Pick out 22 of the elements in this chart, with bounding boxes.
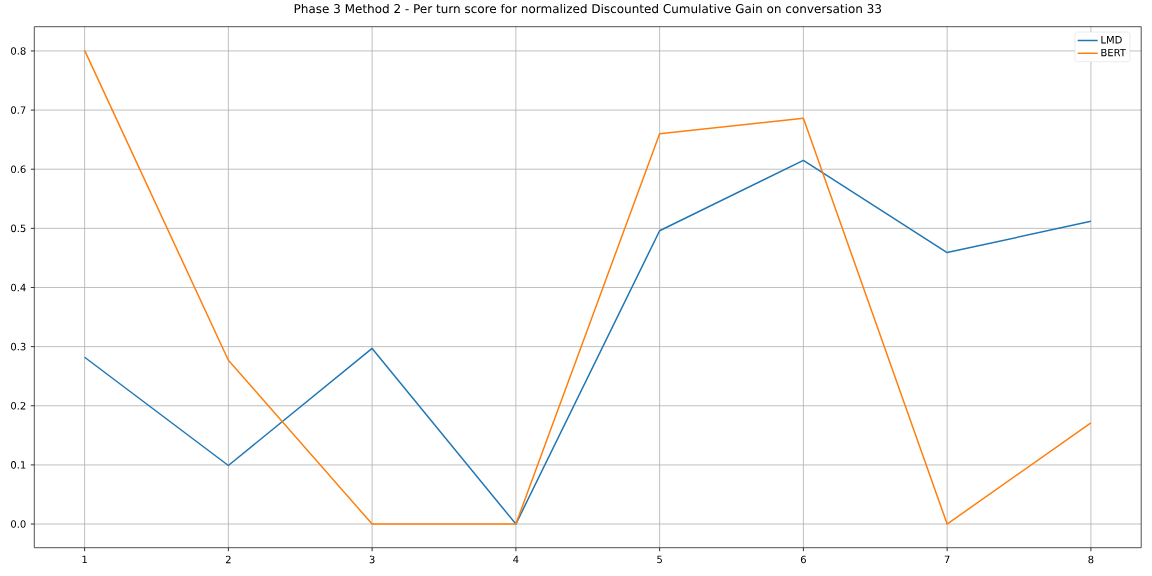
- x-tick-label: 8: [1088, 555, 1094, 564]
- y-tick-label: 0.7: [11, 106, 26, 114]
- x-tick-label: 6: [800, 555, 806, 564]
- y-tick-label: 0.2: [11, 401, 26, 410]
- y-tick-label: 0.6: [11, 165, 26, 173]
- x-tick-label: 3: [369, 555, 375, 564]
- legend-label: BERT: [1101, 48, 1126, 57]
- x-tick-label: 2: [225, 555, 231, 564]
- x-tick-label: 5: [657, 555, 662, 564]
- line-series: [83, 49, 1092, 525]
- y-tick-label: 0.0: [11, 520, 26, 528]
- x-tick-label: 1: [82, 555, 87, 564]
- y-tick-label: 0.4: [11, 283, 26, 292]
- y-tick-label: 0.3: [11, 342, 26, 351]
- y-tick-label: 0.8: [11, 47, 26, 55]
- legend-label: LMD: [1101, 36, 1122, 44]
- chart-title: Phase 3 Method 2 - Per turn score for normalized Discounted Cumulative Gain on conversation 33: [294, 3, 882, 14]
- y-tick-label: 0.1: [11, 461, 26, 469]
- y-tick-label: 0.5: [11, 224, 26, 233]
- x-tick-label: 7: [944, 555, 950, 564]
- x-tick-label: 4: [513, 555, 519, 564]
- line-series: [83, 159, 1092, 525]
